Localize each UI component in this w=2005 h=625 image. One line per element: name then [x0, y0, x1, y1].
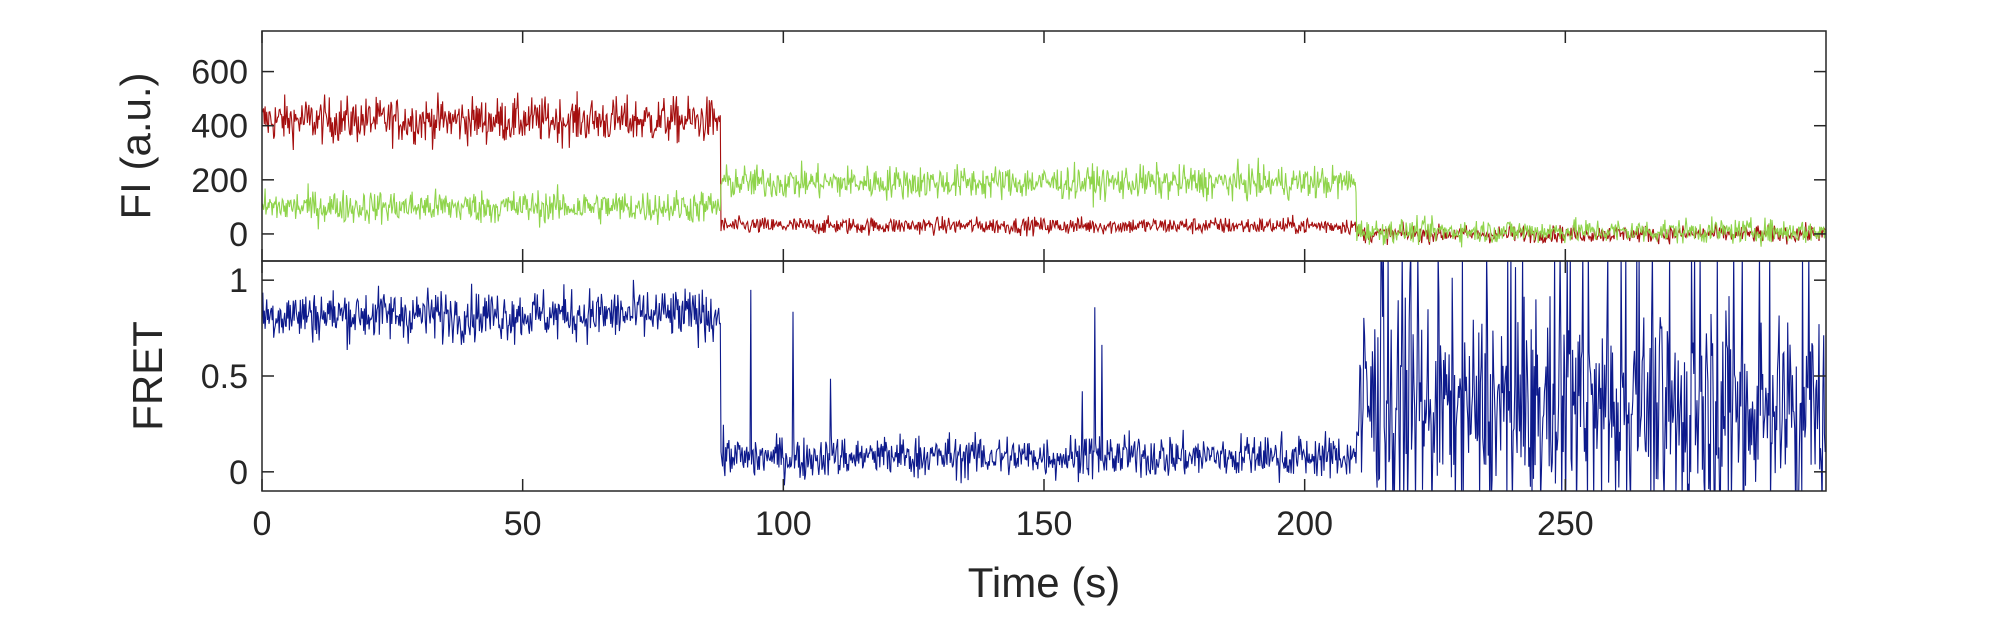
y-tick-label: 1	[229, 262, 248, 300]
trace-series-1-0	[262, 261, 1826, 491]
y-tick-label: 0.5	[201, 358, 248, 396]
x-tick-label: 100	[755, 505, 812, 543]
y-tick-label: 600	[191, 54, 248, 92]
y-tick-label: 0	[229, 216, 248, 254]
fret-panel: 0 0.5 1 0 50 100 150 200 250 FRET Time (s)	[124, 260, 1827, 606]
y-tick-label: 0	[229, 454, 248, 492]
x-tick-label: 50	[504, 505, 542, 543]
x-tick-label: 150	[1016, 505, 1073, 543]
y-tick-label: 400	[191, 108, 248, 146]
x-tick-label: 0	[253, 505, 272, 543]
trace-series-0-1	[262, 157, 1826, 248]
x-tick-label: 250	[1537, 505, 1594, 543]
y-tick-label: 200	[191, 162, 248, 200]
plot-frame	[261, 30, 1827, 262]
y-axis-label: FRET	[124, 321, 171, 431]
trace-series-0-0	[262, 91, 1826, 246]
fluorescence-panel: 0 200 400 600 FI (a.u.)	[112, 30, 1827, 262]
x-tick-label: 200	[1276, 505, 1333, 543]
x-axis-label: Time (s)	[968, 559, 1120, 606]
y-axis-label: FI (a.u.)	[112, 72, 159, 219]
